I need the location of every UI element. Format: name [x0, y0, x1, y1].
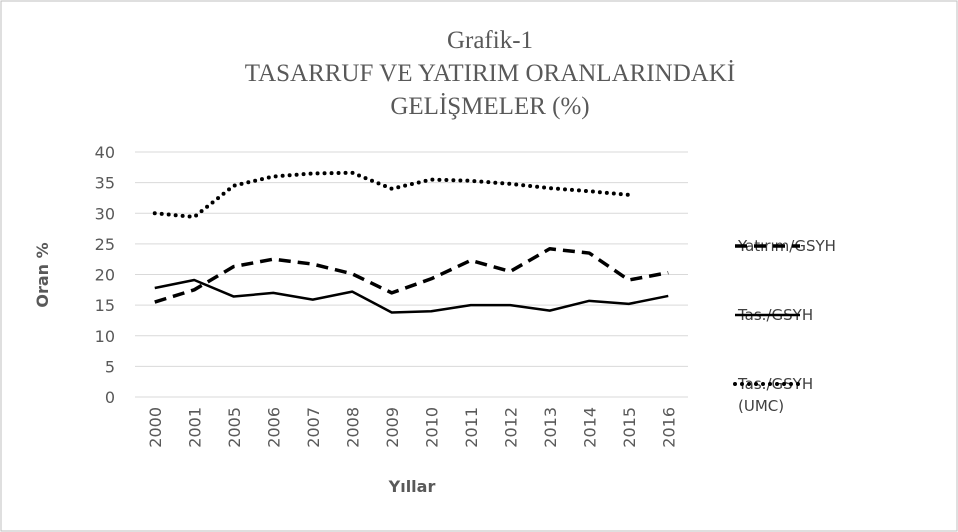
x-tick-label: 2006 — [264, 407, 283, 448]
x-tick-label: 2009 — [383, 407, 402, 448]
legend-item: Yatırım/GSYH — [730, 235, 930, 257]
y-tick-label: 40 — [95, 143, 115, 162]
y-tick-label: 15 — [95, 296, 115, 315]
x-tick-label: 2015 — [620, 407, 639, 448]
y-tick-label: 30 — [95, 204, 115, 223]
x-tick-label: 2001 — [185, 407, 204, 448]
chart-title: GELİŞMELER (%) — [390, 93, 589, 120]
legend-item: Tas./GSYH — [730, 304, 930, 326]
legend-item: Tas./GSYH (UMC) — [730, 373, 930, 417]
chart-title: TASARRUF VE YATIRIM ORANLARINDAKİ — [245, 60, 735, 87]
line-series — [154, 247, 669, 304]
x-tick-label: 2008 — [343, 407, 362, 448]
legend-label: Tas./GSYH (UMC) — [738, 375, 814, 415]
x-tick-label: 2007 — [304, 407, 323, 448]
legend-swatch — [733, 382, 802, 386]
x-tick-label: 2005 — [225, 407, 244, 448]
legend-swatch — [735, 313, 800, 317]
chart-title: Grafik-1 — [447, 27, 533, 54]
line-series — [154, 278, 669, 314]
y-axis-label: Oran % — [33, 242, 52, 307]
y-tick-label: 5 — [105, 357, 115, 376]
x-tick-label: 2012 — [501, 407, 520, 448]
y-tick-label: 35 — [95, 174, 115, 193]
line-series — [152, 170, 631, 219]
y-tick-label: 20 — [95, 266, 115, 285]
x-tick-label: 2000 — [146, 407, 165, 448]
legend-label: Yatırım/GSYH — [738, 237, 836, 255]
x-tick-label: 2010 — [422, 407, 441, 448]
x-axis-label: Yıllar — [388, 477, 436, 496]
y-tick-label: 0 — [105, 388, 115, 407]
y-tick-label: 10 — [95, 327, 115, 346]
x-tick-label: 2014 — [580, 407, 599, 448]
legend-swatch — [735, 244, 800, 248]
x-tick-label: 2013 — [541, 407, 560, 448]
x-tick-label: 2011 — [462, 407, 481, 448]
y-tick-label: 25 — [95, 235, 115, 254]
x-tick-label: 2016 — [659, 407, 678, 448]
